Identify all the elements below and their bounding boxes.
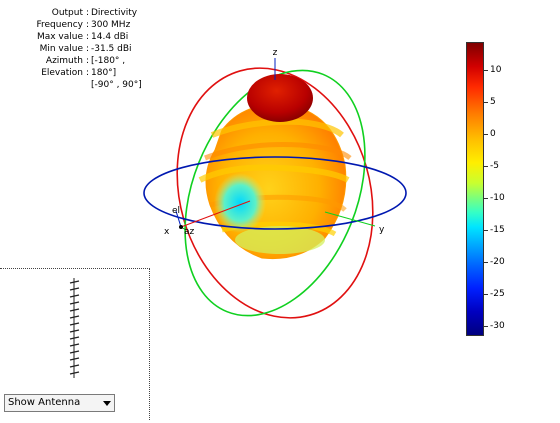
axis-label-x: x (164, 227, 170, 237)
colorbar-tick (484, 294, 488, 295)
info-value: [-90° , 90°] (91, 80, 142, 90)
elevation-circle-green (184, 69, 366, 317)
colorbar-tick-label: -5 (490, 161, 499, 171)
colorbar-tick-label: -30 (490, 321, 505, 331)
info-key: Frequency (36, 20, 84, 30)
chevron-down-icon (103, 401, 111, 406)
colorbar-tick-label: -15 (490, 225, 505, 235)
axis-label-y: y (379, 225, 385, 235)
info-row-azimuth: Azimuth : [-180° , (45, 56, 126, 66)
dropdown-selected-label: Show Antenna (8, 397, 81, 408)
info-value: 300 MHz (91, 20, 131, 30)
antenna-preview-panel (0, 268, 150, 420)
colorbar-tick (484, 102, 488, 103)
colorbar[interactable] (466, 42, 484, 336)
info-key: Elevation (41, 68, 83, 78)
colorbar-tick (484, 326, 488, 327)
axis-label-el: el (172, 206, 180, 216)
info-key: Output (51, 8, 83, 18)
colorbar-tick-label: -10 (490, 193, 505, 203)
info-key: Azimuth (45, 56, 83, 66)
colorbar-tick (484, 166, 488, 167)
info-value: [-180° , (91, 56, 126, 66)
info-value: Directivity (91, 8, 138, 18)
axis-label-z: z (273, 48, 278, 58)
pattern-body (198, 74, 352, 260)
info-row-min: Min value : -31.5 dBi (39, 44, 132, 54)
azimuth-circle-blue (143, 156, 407, 230)
show-antenna-dropdown[interactable]: Show Antenna (4, 394, 115, 412)
info-row-output: Output : Directivity (51, 8, 138, 18)
info-key: Min value (39, 44, 83, 54)
colorbar-tick (484, 198, 488, 199)
info-row-max: Max value : 14.4 dBi (36, 32, 129, 42)
info-row-frequency: Frequency : 300 MHz (36, 20, 131, 30)
info-value: 180°] (91, 68, 117, 78)
info-key: Max value (36, 32, 83, 42)
colorbar-tick (484, 230, 488, 231)
pattern-info-panel: Output : Directivity Frequency : 300 MHz… (0, 7, 170, 91)
info-row-elevation: Elevation : 180°] (41, 68, 117, 78)
colorbar-tick-label: 5 (490, 97, 496, 107)
info-row-elevation-range: [-90° , 90°] (0, 79, 170, 91)
antenna-preview-icon (69, 278, 80, 378)
colorbar-tick-label: -25 (490, 289, 505, 299)
colorbar-tick (484, 262, 488, 263)
colorbar-tick-label: 0 (490, 129, 496, 139)
colorbar-tick-label: 10 (490, 65, 502, 75)
colorbar-tick (484, 70, 488, 71)
info-value: -31.5 dBi (91, 44, 132, 54)
colorbar-tick-label: -20 (490, 257, 505, 267)
info-value: 14.4 dBi (91, 32, 129, 42)
coordinate-axes (175, 58, 376, 231)
colorbar-tick (484, 134, 488, 135)
axis-label-az: az (184, 227, 195, 237)
